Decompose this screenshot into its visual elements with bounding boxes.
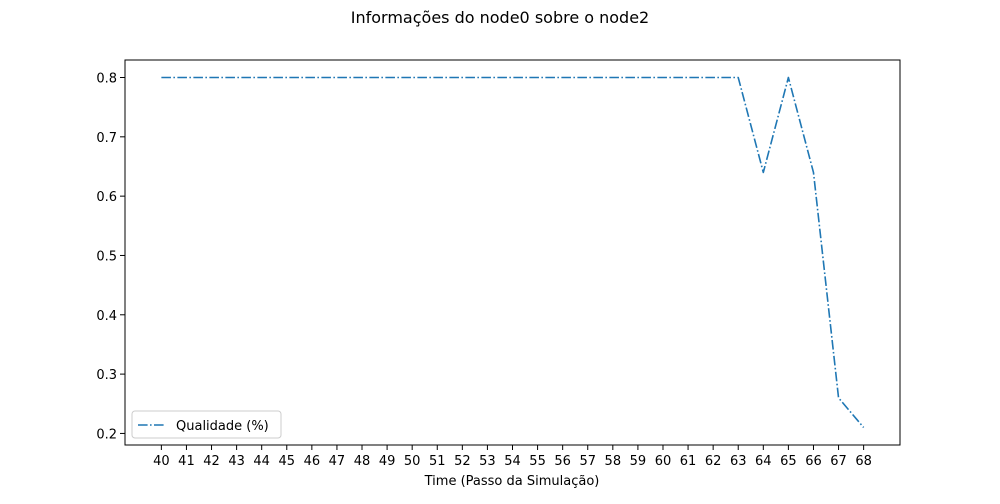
x-tick-label: 67 (830, 454, 847, 469)
y-tick-label: 0.3 (96, 368, 117, 383)
x-tick-label: 57 (579, 454, 596, 469)
x-tick-label: 59 (630, 454, 647, 469)
x-tick-label: 44 (253, 454, 270, 469)
x-tick-label: 43 (228, 454, 245, 469)
x-tick-label: 48 (354, 454, 371, 469)
x-tick-label: 55 (529, 454, 546, 469)
y-tick-label: 0.7 (96, 131, 117, 146)
x-tick-label: 63 (730, 454, 747, 469)
x-tick-label: 49 (379, 454, 396, 469)
plot-area (124, 59, 901, 446)
x-tick-label: 47 (329, 454, 346, 469)
x-tick-label: 58 (605, 454, 622, 469)
x-tick-label: 53 (479, 454, 496, 469)
series-line (161, 76, 865, 429)
x-axis-title: Time (Passo da Simulação) (424, 474, 600, 489)
x-tick-label: 66 (805, 454, 822, 469)
x-tick-label: 61 (680, 454, 697, 469)
x-tick-label: 54 (504, 454, 521, 469)
series-layer (161, 76, 865, 429)
x-tick-label: 56 (554, 454, 571, 469)
chart-title: Informações do node0 sobre o node2 (351, 8, 649, 27)
y-tick-label: 0.6 (96, 190, 117, 205)
x-tick-label: 40 (153, 454, 170, 469)
x-tick-label: 62 (705, 454, 722, 469)
legend-frame (131, 410, 282, 439)
legend-label: Qualidade (%) (176, 419, 269, 434)
x-tick-label: 65 (780, 454, 797, 469)
y-axis: 0.2 0.3 0.4 0.5 0.6 0.7 0.8 (96, 72, 125, 442)
plot-frame (124, 59, 901, 446)
y-tick-label: 0.4 (96, 309, 117, 324)
x-tick-label: 60 (655, 454, 672, 469)
x-tick-label: 42 (203, 454, 220, 469)
x-tick-label: 46 (304, 454, 321, 469)
x-tick-label: 45 (278, 454, 295, 469)
y-tick-label: 0.8 (96, 72, 117, 87)
x-tick-label: 52 (454, 454, 471, 469)
x-tick-label: 51 (429, 454, 446, 469)
x-tick-label: 68 (855, 454, 872, 469)
x-axis: 40 41 42 43 44 45 46 47 48 49 50 51 52 53 54 55 56 57 58 59… (153, 445, 872, 469)
x-tick-label: 50 (404, 454, 421, 469)
y-tick-label: 0.2 (96, 427, 117, 442)
legend: Qualidade (%) (131, 410, 282, 439)
x-tick-label: 64 (755, 454, 772, 469)
x-tick-label: 41 (178, 454, 195, 469)
y-tick-label: 0.5 (96, 249, 117, 264)
